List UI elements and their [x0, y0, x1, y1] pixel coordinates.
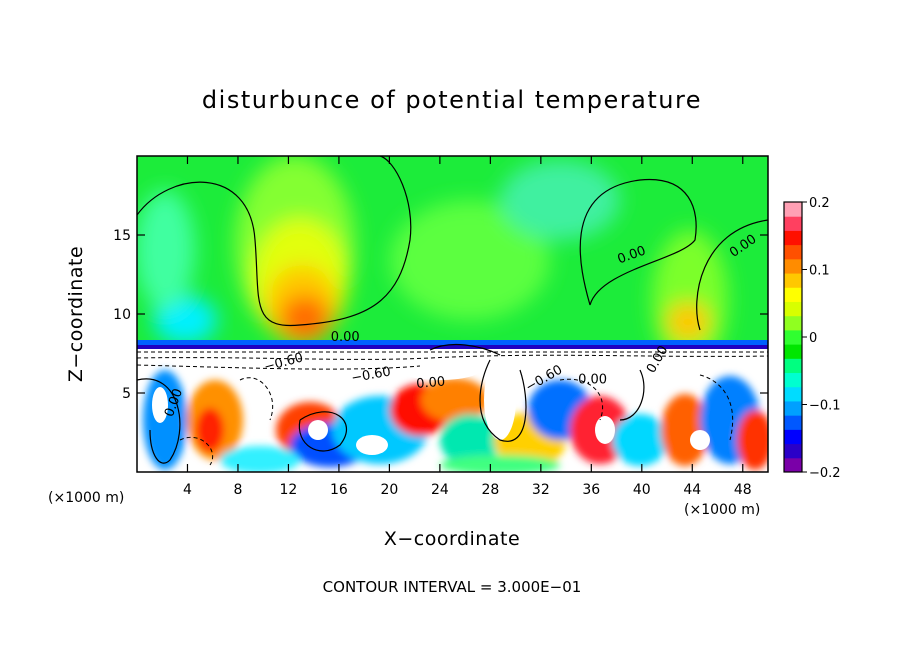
x-tick-label: 40 [633, 482, 651, 498]
x-tick-label: 44 [683, 482, 701, 498]
colorbar-tick-label: 0 [809, 331, 817, 346]
colorbar-swatch [784, 273, 802, 288]
contours-solid [137, 156, 768, 464]
contour-label: 0.00 [331, 330, 360, 345]
x-multiplier-left: (×1000 m) [48, 490, 125, 506]
warm-plume-right [390, 160, 728, 370]
contour-label: 0.00 [578, 373, 607, 388]
colorbar-swatch [784, 287, 802, 302]
colorbar-swatch [784, 258, 802, 274]
colorbar-swatch [784, 372, 802, 388]
x-tick-label: 36 [582, 482, 600, 498]
contour-label: 0.00 [416, 374, 446, 391]
colorbar-swatch [784, 358, 802, 374]
colorbar-swatch [784, 429, 802, 445]
turbulence-white-cores [152, 360, 710, 455]
warm-plume-left [235, 156, 355, 345]
y-tick-label: 15 [113, 228, 131, 244]
x-tick-label: 4 [183, 482, 192, 498]
colorbar-swatch [784, 329, 802, 345]
plot-area [137, 156, 768, 472]
x-tick-label: 12 [280, 482, 298, 498]
colorbar-swatch [784, 202, 802, 217]
x-tick-label: 20 [380, 482, 398, 498]
colorbar-swatch [784, 301, 802, 317]
colorbar-swatch [784, 415, 802, 430]
x-multiplier-right: (×1000 m) [684, 502, 761, 518]
colorbar-tick-label: 0.1 [809, 264, 830, 279]
x-tick-label: 28 [481, 482, 499, 498]
x-tick-label: 24 [431, 482, 449, 498]
y-tick-label: 5 [122, 386, 131, 402]
colorbar: −0.2 −0.1 0 0.1 0.2 [783, 196, 841, 481]
x-tick-label: 48 [734, 482, 752, 498]
colorbar-swatch [784, 244, 802, 260]
colorbar-swatch [784, 216, 802, 231]
colorbar-tick-label: −0.2 [809, 466, 841, 481]
y-axis-label: Z−coordinate [65, 245, 87, 383]
x-tick-label: 8 [233, 482, 242, 498]
colorbar-swatch [784, 315, 802, 331]
colorbar-swatch [784, 386, 802, 402]
x-tick-label: 32 [532, 482, 550, 498]
colorbar-swatch [784, 344, 802, 359]
cool-patch-left [137, 190, 217, 344]
colorbar-swatch [784, 443, 802, 459]
chart-title: disturbunce of potential temperature [201, 86, 703, 114]
contour-interval-note: CONTOUR INTERVAL = 3.000E−01 [322, 578, 582, 596]
colorbar-tick-label: −0.1 [809, 399, 841, 414]
colorbar-swatch [784, 230, 802, 246]
colorbar-swatch [784, 400, 802, 416]
interface-band [137, 340, 768, 346]
contour-label: −0.60 [350, 364, 392, 386]
x-axis-label: X−coordinate [383, 528, 521, 550]
x-tick-label: 16 [330, 482, 348, 498]
contours-dashed [137, 351, 768, 466]
y-tick-label: 10 [113, 307, 131, 323]
colorbar-swatch [784, 457, 802, 473]
colorbar-tick-label: 0.2 [809, 196, 830, 211]
